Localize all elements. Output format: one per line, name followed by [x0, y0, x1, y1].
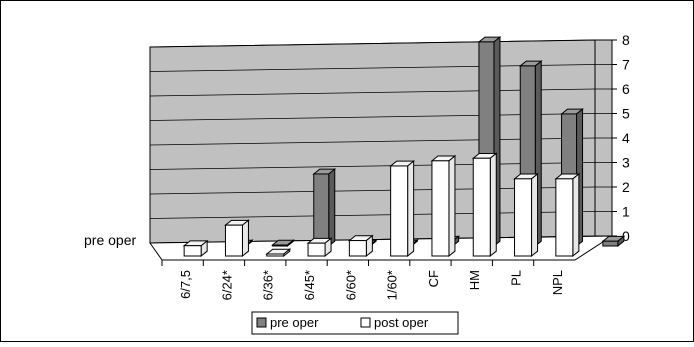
bar-post-oper-5 [389, 160, 416, 258]
y-tick-label: 7 [622, 57, 630, 73]
legend-label-post-oper: post oper [374, 315, 429, 330]
x-tick-label-9: NPL [550, 270, 565, 295]
x-tick-label-6: CF [426, 270, 441, 287]
x-tick-label-3: 6/45* [302, 270, 317, 300]
legend-box [251, 311, 459, 335]
bar-post-oper-6 [430, 154, 457, 258]
bar-pre-oper-1 [271, 239, 295, 248]
y-tick-label: 8 [622, 32, 630, 48]
x-tick-label-2: 6/36* [261, 270, 276, 300]
x-tick-label-0: 6/7,5 [178, 270, 193, 299]
legend-swatch-pre-oper [256, 317, 267, 328]
bar-post-oper-4 [347, 234, 374, 258]
y-tick-label: 4 [622, 130, 630, 146]
chart-walls [149, 39, 614, 261]
bar-post-oper-0 [182, 239, 209, 258]
gridline [149, 39, 596, 48]
x-tick-label-5: 1/60* [385, 270, 400, 300]
legend-label-pre-oper: pre oper [270, 315, 319, 330]
x-tick-label-7: HM [467, 270, 482, 290]
x-tick-label-8: PL [508, 270, 523, 286]
bar-post-oper-9 [554, 172, 581, 258]
y-tick-label: 1 [622, 204, 630, 220]
x-tick-label-1: 6/24* [219, 270, 234, 300]
x-axis: 6/7,5 6/24* 6/36* 6/45* 6/60* 1/60* CF HM PL NPL p… [84, 232, 575, 300]
bar-post-oper-8 [513, 172, 539, 258]
series-post-oper [182, 152, 581, 258]
bar-pre-oper-9 [601, 235, 626, 248]
bar-post-oper-1 [224, 219, 250, 258]
bar-pre-oper-2 [312, 168, 337, 248]
y-axis: 0 1 2 3 4 5 6 7 8 [611, 32, 630, 244]
y-tick-label: 6 [622, 81, 630, 97]
bar-post-oper-2 [265, 248, 292, 258]
y-tick-label: 0 [622, 228, 630, 244]
y-tick-label: 2 [622, 179, 630, 195]
depth-axis-label: pre oper [84, 232, 136, 248]
y-tick-label: 5 [622, 106, 630, 122]
bar-post-oper-7 [471, 152, 498, 258]
y-tick-label: 3 [622, 155, 630, 171]
legend-swatch-post-oper [360, 317, 371, 328]
x-tick-label-4: 6/60* [343, 270, 358, 300]
legend: pre oper post oper [251, 311, 459, 335]
bar-post-oper-3 [306, 237, 333, 258]
